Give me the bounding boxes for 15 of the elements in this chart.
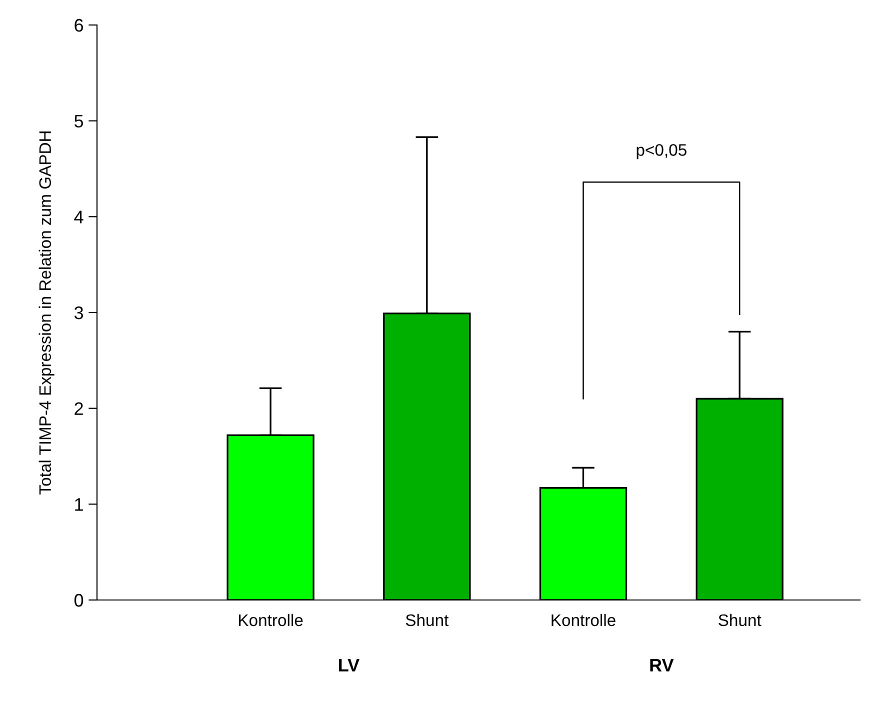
annotation: p<0,05: [636, 144, 686, 160]
x-tick-label: Kontrolle: [239, 614, 303, 626]
y-tick-label: 2: [74, 402, 83, 415]
y-tick-label: 5: [74, 114, 84, 128]
x-tick-label: Kontrolle: [552, 614, 616, 626]
y-tick-label: 6: [74, 18, 84, 32]
text: RV: [650, 658, 674, 672]
x-tick-label: Shunt: [406, 614, 449, 626]
y-tick-label: 3: [74, 306, 84, 320]
y-tick-label: 1: [75, 498, 83, 511]
text: LV: [339, 658, 360, 672]
x-tick-label: Shunt: [718, 614, 762, 626]
y-tick-label: 4: [74, 210, 84, 224]
y-tick-label: 0: [74, 594, 84, 607]
y-axis-title: Total TIMP-4 Expression in Relation zum GAPDH: [38, 132, 54, 494]
